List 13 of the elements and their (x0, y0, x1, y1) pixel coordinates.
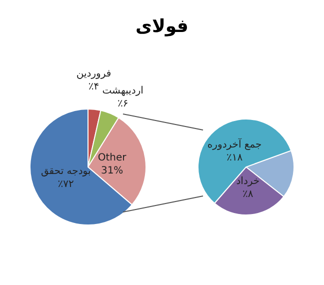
slice-label: بودجه تحقق (40, 166, 91, 177)
data-label: ٪۴ (88, 81, 100, 92)
slice-label: فروردین (76, 68, 112, 80)
chart-title: فولای (134, 15, 190, 39)
slice-label: Other (98, 152, 128, 163)
data-label: ٪۸ (242, 188, 254, 200)
slice-label: جمع آخردوره (207, 136, 262, 150)
data-label: ٪۶ (117, 98, 128, 110)
data-label: ٪۱۸ (226, 152, 244, 163)
slice-label: اردیبهشت (102, 85, 144, 96)
slice-label: خرداد (236, 176, 260, 187)
data-label: 31% (100, 164, 124, 176)
data-label: ٪۷۲ (58, 178, 74, 190)
